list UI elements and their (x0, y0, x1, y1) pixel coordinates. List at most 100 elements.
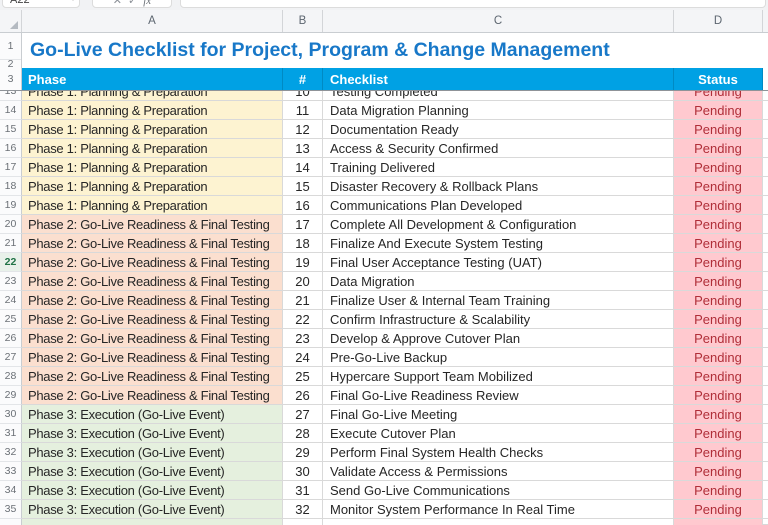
checklist-cell[interactable]: Disaster Recovery & Rollback Plans (323, 177, 674, 196)
spreadsheet-cell[interactable] (283, 519, 323, 525)
status-cell[interactable]: Pending (674, 91, 763, 101)
row-number-25[interactable]: 25 (0, 310, 22, 329)
row-number-31[interactable]: 31 (0, 424, 22, 443)
status-cell[interactable]: Pending (674, 215, 763, 234)
checklist-cell[interactable]: Final Go-Live Readiness Review (323, 386, 674, 405)
row-number-24[interactable]: 24 (0, 291, 22, 310)
status-cell[interactable]: Pending (674, 462, 763, 481)
num-cell[interactable]: 13 (283, 139, 323, 158)
checklist-cell[interactable]: Training Delivered (323, 158, 674, 177)
phase-cell[interactable]: Phase 1: Planning & Preparation (22, 158, 283, 177)
status-cell[interactable]: Pending (674, 310, 763, 329)
enter-icon[interactable]: ✓ (128, 0, 144, 7)
checklist-cell[interactable]: Pre-Go-Live Backup (323, 348, 674, 367)
column-header-c[interactable]: C (323, 10, 674, 32)
checklist-cell[interactable]: Testing Completed (323, 91, 674, 101)
status-cell[interactable]: Pending (674, 291, 763, 310)
status-cell[interactable]: Pending (674, 500, 763, 519)
header-cell-checklist[interactable]: Checklist (323, 68, 674, 90)
header-cell-status[interactable]: Status (674, 68, 763, 90)
phase-cell[interactable]: Phase 1: Planning & Preparation (22, 139, 283, 158)
row-number-33[interactable]: 33 (0, 462, 22, 481)
num-cell[interactable]: 19 (283, 253, 323, 272)
checklist-cell[interactable]: Validate Access & Permissions (323, 462, 674, 481)
num-cell[interactable]: 32 (283, 500, 323, 519)
status-cell[interactable]: Pending (674, 272, 763, 291)
row-number-30[interactable]: 30 (0, 405, 22, 424)
row-number-16[interactable]: 16 (0, 139, 22, 158)
row-number-21[interactable]: 21 (0, 234, 22, 253)
num-cell[interactable]: 20 (283, 272, 323, 291)
num-cell[interactable]: 11 (283, 101, 323, 120)
row-number-15[interactable]: 15 (0, 120, 22, 139)
checklist-cell[interactable]: Hypercare Support Team Mobilized (323, 367, 674, 386)
status-cell[interactable]: Pending (674, 234, 763, 253)
num-cell[interactable]: 12 (283, 120, 323, 139)
status-cell[interactable]: Pending (674, 481, 763, 500)
row-number-28[interactable]: 28 (0, 367, 22, 386)
status-cell[interactable]: Pending (674, 348, 763, 367)
phase-cell[interactable]: Phase 3: Execution (Go-Live Event) (22, 405, 283, 424)
phase-cell[interactable]: Phase 2: Go-Live Readiness & Final Testi… (22, 310, 283, 329)
checklist-cell[interactable]: Perform Final System Health Checks (323, 443, 674, 462)
checklist-cell[interactable]: Finalize And Execute System Testing (323, 234, 674, 253)
status-cell[interactable]: Pending (674, 443, 763, 462)
num-cell[interactable]: 29 (283, 443, 323, 462)
name-box[interactable]: A22 ▾ (2, 0, 80, 8)
checklist-cell[interactable]: Finalize User & Internal Team Training (323, 291, 674, 310)
status-cell[interactable]: Pending (674, 196, 763, 215)
num-cell[interactable]: 31 (283, 481, 323, 500)
spreadsheet-cell[interactable] (22, 519, 283, 525)
checklist-cell[interactable]: Monitor System Performance In Real Time (323, 500, 674, 519)
phase-cell[interactable]: Phase 1: Planning & Preparation (22, 101, 283, 120)
phase-cell[interactable]: Phase 1: Planning & Preparation (22, 120, 283, 139)
row-number-17[interactable]: 17 (0, 158, 22, 177)
checklist-cell[interactable]: Data Migration Planning (323, 101, 674, 120)
status-cell[interactable]: Pending (674, 329, 763, 348)
phase-cell[interactable]: Phase 2: Go-Live Readiness & Final Testi… (22, 367, 283, 386)
row-number-19[interactable]: 19 (0, 196, 22, 215)
phase-cell[interactable]: Phase 1: Planning & Preparation (22, 91, 283, 101)
fx-icon[interactable]: fx (143, 0, 152, 7)
row-number-27[interactable]: 27 (0, 348, 22, 367)
status-cell[interactable]: Pending (674, 101, 763, 120)
phase-cell[interactable]: Phase 1: Planning & Preparation (22, 177, 283, 196)
num-cell[interactable]: 16 (283, 196, 323, 215)
column-header-d[interactable]: D (674, 10, 763, 32)
column-header-a[interactable]: A (22, 10, 283, 32)
num-cell[interactable]: 28 (283, 424, 323, 443)
phase-cell[interactable]: Phase 2: Go-Live Readiness & Final Testi… (22, 215, 283, 234)
phase-cell[interactable]: Phase 1: Planning & Preparation (22, 196, 283, 215)
checklist-cell[interactable]: Documentation Ready (323, 120, 674, 139)
header-cell-num[interactable]: # (283, 68, 323, 90)
status-cell[interactable]: Pending (674, 424, 763, 443)
spreadsheet-cell[interactable] (674, 519, 763, 525)
row-number-29[interactable]: 29 (0, 386, 22, 405)
status-cell[interactable]: Pending (674, 120, 763, 139)
phase-cell[interactable]: Phase 3: Execution (Go-Live Event) (22, 462, 283, 481)
checklist-cell[interactable]: Final User Acceptance Testing (UAT) (323, 253, 674, 272)
num-cell[interactable]: 17 (283, 215, 323, 234)
num-cell[interactable]: 14 (283, 158, 323, 177)
phase-cell[interactable]: Phase 2: Go-Live Readiness & Final Testi… (22, 291, 283, 310)
formula-bar-input[interactable] (180, 0, 766, 8)
status-cell[interactable]: Pending (674, 367, 763, 386)
checklist-cell[interactable]: Confirm Infrastructure & Scalability (323, 310, 674, 329)
checklist-cell[interactable]: Communications Plan Developed (323, 196, 674, 215)
sheet-title-cell[interactable]: Go-Live Checklist for Project, Program &… (22, 33, 768, 68)
phase-cell[interactable]: Phase 2: Go-Live Readiness & Final Testi… (22, 386, 283, 405)
checklist-cell[interactable]: Complete All Development & Configuration (323, 215, 674, 234)
row-number-35[interactable]: 35 (0, 500, 22, 519)
row-number-1[interactable]: 1 (0, 33, 21, 60)
phase-cell[interactable]: Phase 2: Go-Live Readiness & Final Testi… (22, 272, 283, 291)
num-cell[interactable]: 15 (283, 177, 323, 196)
header-cell-phase[interactable]: Phase (22, 68, 283, 90)
phase-cell[interactable]: Phase 2: Go-Live Readiness & Final Testi… (22, 329, 283, 348)
phase-cell[interactable]: Phase 3: Execution (Go-Live Event) (22, 500, 283, 519)
column-header-b[interactable]: B (283, 10, 323, 32)
phase-cell[interactable]: Phase 3: Execution (Go-Live Event) (22, 481, 283, 500)
checklist-cell[interactable]: Execute Cutover Plan (323, 424, 674, 443)
row-number-22[interactable]: 22 (0, 253, 22, 272)
num-cell[interactable]: 23 (283, 329, 323, 348)
status-cell[interactable]: Pending (674, 158, 763, 177)
